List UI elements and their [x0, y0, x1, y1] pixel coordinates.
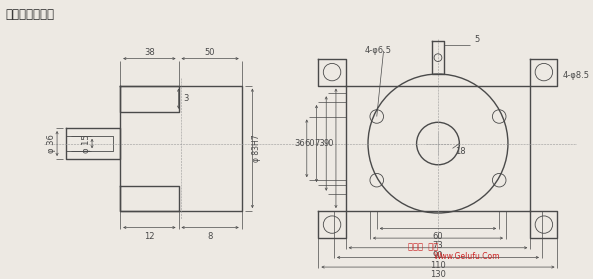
Text: φ 36: φ 36: [47, 134, 56, 153]
Text: 格鲁夫  机械: 格鲁夫 机械: [408, 242, 438, 251]
Text: 50: 50: [205, 48, 215, 57]
Text: φ 15: φ 15: [82, 134, 91, 153]
Text: 4-φ8.5: 4-φ8.5: [562, 71, 589, 80]
Text: 36: 36: [295, 139, 305, 148]
Text: 90: 90: [324, 139, 334, 148]
Text: 130: 130: [430, 270, 446, 279]
Text: 18: 18: [455, 147, 466, 156]
Text: 带底脚减速装置: 带底脚减速装置: [5, 8, 55, 21]
Text: 90: 90: [433, 251, 443, 260]
Text: 73: 73: [433, 241, 444, 250]
Text: 73: 73: [314, 139, 325, 148]
Text: 110: 110: [430, 261, 446, 270]
Text: 38: 38: [144, 48, 155, 57]
Text: 60: 60: [304, 139, 315, 148]
Text: φ 83H7: φ 83H7: [252, 134, 261, 162]
Text: Www.Gelufu.Com: Www.Gelufu.Com: [434, 252, 500, 261]
Text: 60: 60: [433, 232, 444, 241]
Text: 8: 8: [208, 232, 213, 241]
Text: 12: 12: [144, 232, 155, 241]
Text: 4-φ6.5: 4-φ6.5: [365, 46, 392, 55]
Text: 5: 5: [474, 35, 480, 44]
Text: 3: 3: [184, 94, 189, 103]
